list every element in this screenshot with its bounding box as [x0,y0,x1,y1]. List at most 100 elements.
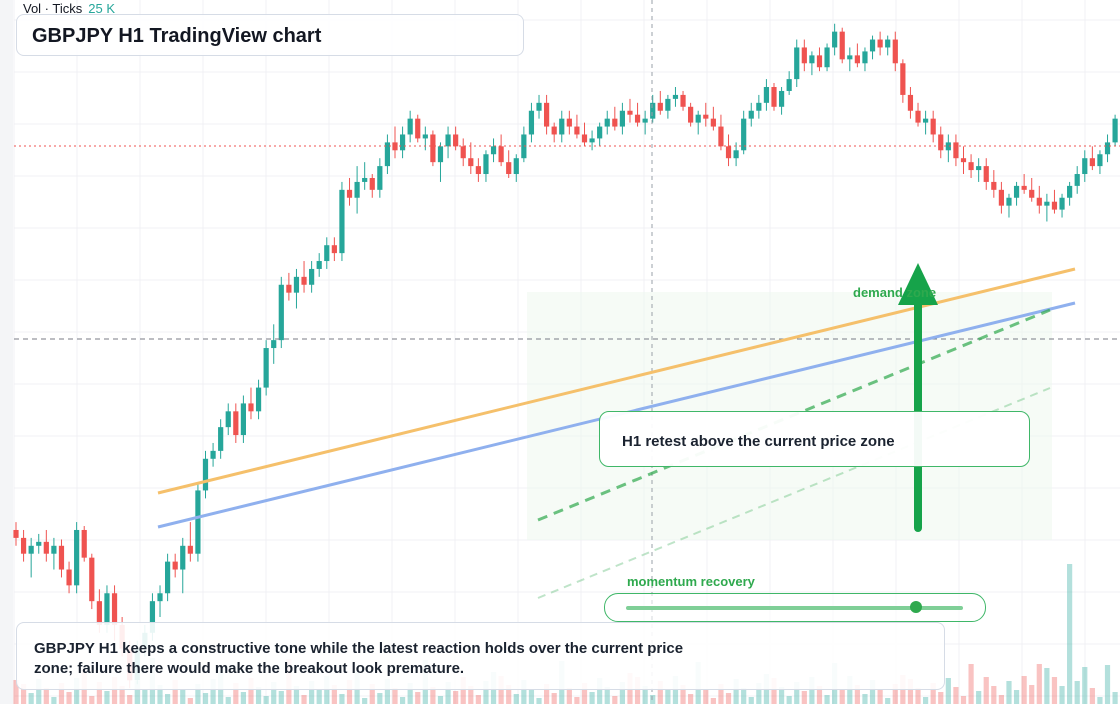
volume-bar [930,683,936,704]
candle-body [339,189,345,254]
volume-bar [13,680,19,704]
volume-bar [907,679,914,704]
candle-body [28,545,34,554]
candle-body [847,55,853,60]
volume-bar [801,691,807,704]
volume-bar [1082,667,1088,704]
candle-body [445,134,451,147]
candle-body [703,114,709,119]
volume-bar [619,682,625,704]
candle-body [960,158,967,163]
candle-body [210,450,216,459]
candle-body [1097,154,1103,167]
volume-bar [104,691,110,704]
volume-bar [991,686,997,704]
chart-title-box: GBPJPY H1 TradingView chart [16,14,524,56]
volume-bar [293,686,300,704]
volume-bar [362,698,368,704]
candle-body [1067,185,1073,198]
volume-bar [877,689,883,704]
volume-bar [468,686,474,704]
candle-body [695,114,701,123]
volume-bar [1097,697,1103,704]
volume-bar [824,695,830,704]
volume-bar [1074,681,1080,704]
candle-body [316,261,322,269]
volume-bar [513,694,519,704]
candle-body [172,561,178,570]
candle-body [453,134,459,147]
candle-body [369,177,375,190]
volume-bar [725,693,732,704]
volume-bar [786,696,792,704]
volume-bar [741,688,747,704]
candle-body [301,276,307,285]
candle-body [475,166,481,175]
volume-bar [331,685,337,704]
candle-body [892,39,898,64]
volume-bar [847,676,853,704]
candle-body [407,118,413,135]
candle-body [778,90,785,107]
volume-bar [316,690,322,704]
candle-body [278,284,284,341]
candle-body [415,118,421,139]
candle-body [157,593,163,602]
volume-bar [339,694,345,704]
left-edge [0,0,13,704]
momentum-slider[interactable] [604,593,986,622]
candle-body [930,118,936,135]
volume-bar [854,685,860,704]
volume-bar [415,692,421,704]
volume-bar [566,688,572,704]
candle-body [51,545,57,554]
volume-value: 25 K [88,1,115,16]
volume-bar [976,691,982,704]
candle-body [1059,197,1065,210]
candle-body [763,87,770,103]
candle-body [437,146,444,163]
candle-body [20,537,27,554]
candle-body [1082,158,1088,175]
candle-body [1036,197,1042,206]
momentum-track [626,606,963,610]
candle-body [733,150,739,159]
volume-bar [551,693,557,704]
volume-bar [589,692,595,704]
volume-bar [1089,688,1095,704]
volume-bar [36,679,42,704]
volume-bar [680,685,686,704]
candle-body [218,427,224,451]
candle-body [89,557,95,602]
candle-body [710,118,716,127]
volume-bar [642,686,648,704]
volume-bar [612,696,618,704]
candle-body [672,94,679,99]
candle-body [483,154,489,175]
candle-body [248,403,254,412]
candle-body [43,541,49,554]
trendline-orange [157,267,1076,495]
momentum-knob[interactable] [909,601,922,613]
volume-bar [165,694,171,704]
candle-body [604,118,610,127]
volume-bar [657,681,663,704]
candle-body [384,142,391,167]
candle-body [81,529,87,558]
candle-body [13,529,19,538]
volume-bar [915,688,921,704]
candle-body [202,458,209,491]
candle-body [688,106,694,123]
candle-body [460,146,466,159]
volume-bar [771,678,777,704]
candle-body [490,146,497,155]
candle-body [111,593,118,625]
candle-body [869,39,876,52]
candle-body [976,166,982,171]
volume-bar [263,696,269,704]
volume-bar [498,676,504,704]
candle-body [195,490,201,554]
candle-body [771,87,777,107]
volume-bar [1036,664,1042,704]
candle-body [551,126,557,135]
